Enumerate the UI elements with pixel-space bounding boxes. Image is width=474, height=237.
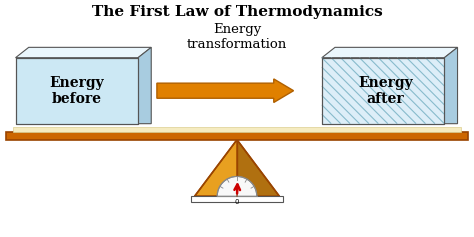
Text: Energy
before: Energy before [49,76,104,106]
Polygon shape [195,140,237,196]
Text: Energy
after: Energy after [358,76,413,106]
FancyArrow shape [157,79,293,102]
Text: Energy
transformation: Energy transformation [187,23,287,51]
Bar [16,58,138,124]
Polygon shape [322,47,457,58]
Bar [13,128,461,132]
Polygon shape [217,177,257,196]
Bar [191,196,283,202]
Polygon shape [444,47,457,124]
Bar [16,58,138,124]
Polygon shape [138,47,151,124]
Bar [322,58,444,124]
Bar [6,132,468,140]
Polygon shape [16,47,151,58]
Polygon shape [237,140,279,196]
Text: 0: 0 [235,199,239,205]
Text: The First Law of Thermodynamics: The First Law of Thermodynamics [91,5,383,19]
Bar [322,58,444,124]
